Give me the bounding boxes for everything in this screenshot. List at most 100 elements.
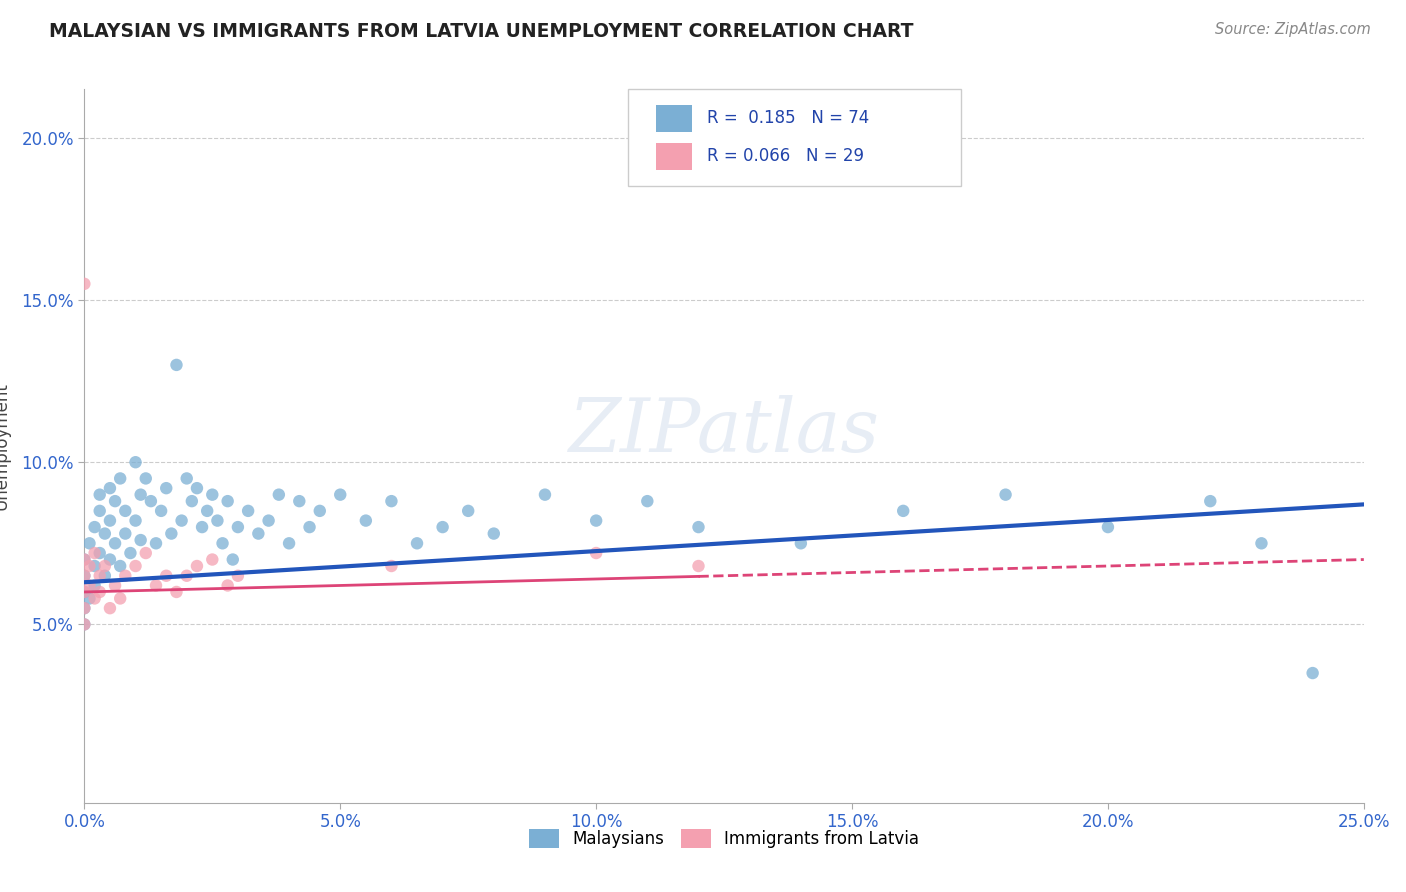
Point [790,536,813,550]
Point [1302,666,1324,681]
Point [145,578,167,592]
Point [217,494,239,508]
Point [267,488,290,502]
Point [73,568,96,582]
Point [994,488,1017,502]
Point [482,526,505,541]
Point [155,481,177,495]
Point [585,546,607,560]
Point [380,559,402,574]
Point [211,536,233,550]
Point [83,578,105,592]
Point [406,536,429,550]
Point [79,591,101,606]
Y-axis label: Unemployment: Unemployment [0,382,10,510]
Point [201,552,224,566]
Point [108,591,131,606]
Point [636,494,658,508]
Point [89,585,111,599]
Point [73,601,96,615]
Point [124,514,146,528]
Point [104,536,127,550]
Point [83,559,105,574]
Point [89,546,111,560]
Point [98,514,121,528]
FancyBboxPatch shape [657,105,692,132]
Point [257,514,280,528]
Point [457,504,479,518]
Legend: Malaysians, Immigrants from Latvia: Malaysians, Immigrants from Latvia [522,822,927,855]
Point [89,488,111,502]
Point [236,504,259,518]
Point [129,488,152,502]
Point [108,471,131,485]
Point [247,526,270,541]
Text: ZIPatlas: ZIPatlas [568,395,880,468]
Point [73,617,96,632]
Point [191,520,214,534]
Point [222,552,245,566]
Point [226,520,249,534]
Point [73,617,96,632]
Point [135,546,157,560]
Point [180,494,202,508]
Point [73,277,96,291]
Point [166,585,188,599]
Point [124,559,146,574]
Point [114,526,136,541]
Point [114,568,136,582]
Point [534,488,557,502]
Point [94,559,117,574]
Point [129,533,152,547]
Point [83,591,105,606]
FancyBboxPatch shape [657,143,692,169]
Point [160,526,183,541]
Point [139,494,162,508]
Point [176,471,198,485]
Point [83,520,105,534]
Point [1199,494,1222,508]
Point [89,504,111,518]
Text: Source: ZipAtlas.com: Source: ZipAtlas.com [1215,22,1371,37]
Point [298,520,321,534]
Point [207,514,229,528]
Point [145,536,167,550]
Point [120,546,142,560]
Point [432,520,454,534]
Point [98,552,121,566]
Text: MALAYSIAN VS IMMIGRANTS FROM LATVIA UNEMPLOYMENT CORRELATION CHART: MALAYSIAN VS IMMIGRANTS FROM LATVIA UNEM… [49,22,914,41]
Point [98,481,121,495]
Point [108,559,131,574]
Point [94,526,117,541]
Point [73,552,96,566]
Point [217,578,239,592]
Point [89,568,111,582]
Point [166,358,188,372]
Point [186,481,208,495]
Point [155,568,177,582]
Point [1097,520,1119,534]
Point [226,568,249,582]
Point [688,559,710,574]
Point [288,494,311,508]
Point [83,546,105,560]
Point [94,568,117,582]
Point [688,520,710,534]
Point [98,601,121,615]
Point [176,568,198,582]
Point [73,585,96,599]
Point [354,514,377,528]
Point [79,536,101,550]
Point [135,471,157,485]
Point [186,559,208,574]
Point [308,504,330,518]
Point [1250,536,1272,550]
Point [73,568,96,582]
Point [170,514,193,528]
Point [585,514,607,528]
Point [114,504,136,518]
Point [380,494,402,508]
Point [150,504,173,518]
Point [79,578,101,592]
Point [195,504,218,518]
